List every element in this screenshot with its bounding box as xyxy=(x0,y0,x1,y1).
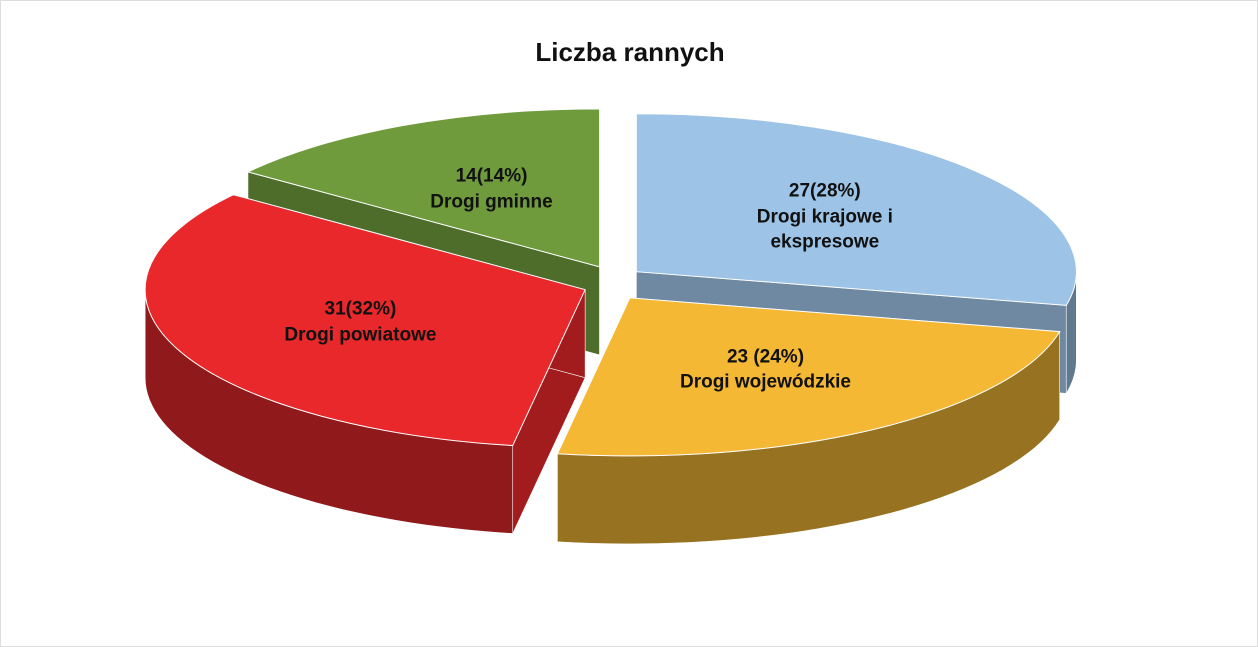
category-label: Drogi krajowe i ekspresowe xyxy=(756,206,893,254)
slice-top xyxy=(246,108,601,268)
pie-slice xyxy=(144,194,586,534)
category-label: Drogi powiatowe xyxy=(284,323,437,345)
pie-slice xyxy=(556,297,1061,545)
slice-top xyxy=(556,297,1061,457)
slice-top xyxy=(144,194,586,447)
value-label: 23 (24%) xyxy=(726,346,805,368)
data-label: 14(14%) Drogi gminne xyxy=(392,164,592,215)
category-label: Drogi wojewódzkie xyxy=(679,371,852,393)
category-label: Drogi gminne xyxy=(430,191,553,213)
chart-title: Liczba rannych xyxy=(535,37,725,67)
slice-top xyxy=(635,113,1077,306)
value-label: 27(28%) xyxy=(788,180,861,202)
data-label: 23 (24%) Drogi wojewódzkie xyxy=(636,344,896,395)
data-label: 31(32%) Drogi powiatowe xyxy=(230,296,490,347)
value-label: 31(32%) xyxy=(324,298,397,320)
value-label: 14(14%) xyxy=(455,165,528,187)
data-label: 27(28%) Drogi krajowe i ekspresowe xyxy=(750,179,900,256)
